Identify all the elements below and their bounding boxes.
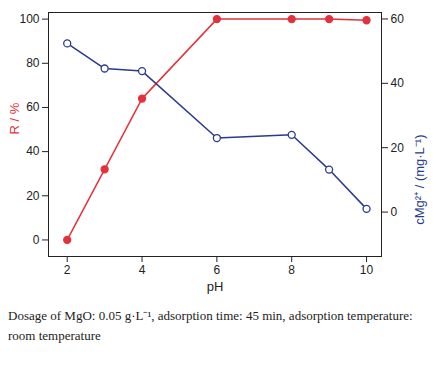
svg-text:100: 100 xyxy=(19,12,39,26)
html-text:Dosage of MgO: 0.05 g·L⁻¹, ads: Dosage of MgO: 0.05 g·L⁻¹, adsorption ti… xyxy=(8,308,413,343)
svg-text:0: 0 xyxy=(33,233,40,247)
svg-text:60: 60 xyxy=(391,12,405,26)
svg-text:cMg²⁺ / (mg·L⁻¹): cMg²⁺ / (mg·L⁻¹) xyxy=(412,135,427,225)
svg-text:60: 60 xyxy=(26,100,40,114)
svg-text:pH: pH xyxy=(207,279,224,294)
svg-text:8: 8 xyxy=(288,263,295,277)
svg-text:20: 20 xyxy=(26,189,40,203)
svg-text:80: 80 xyxy=(26,56,40,70)
svg-text:20: 20 xyxy=(391,141,405,155)
svg-text:R / %: R / % xyxy=(7,102,22,134)
svg-text:6: 6 xyxy=(214,263,221,277)
svg-text:40: 40 xyxy=(391,76,405,90)
svg-text:4: 4 xyxy=(139,263,146,277)
svg-text:10: 10 xyxy=(360,263,374,277)
svg-text:0: 0 xyxy=(391,205,398,219)
svg-text:40: 40 xyxy=(26,144,40,158)
svg-text:2: 2 xyxy=(64,263,71,277)
